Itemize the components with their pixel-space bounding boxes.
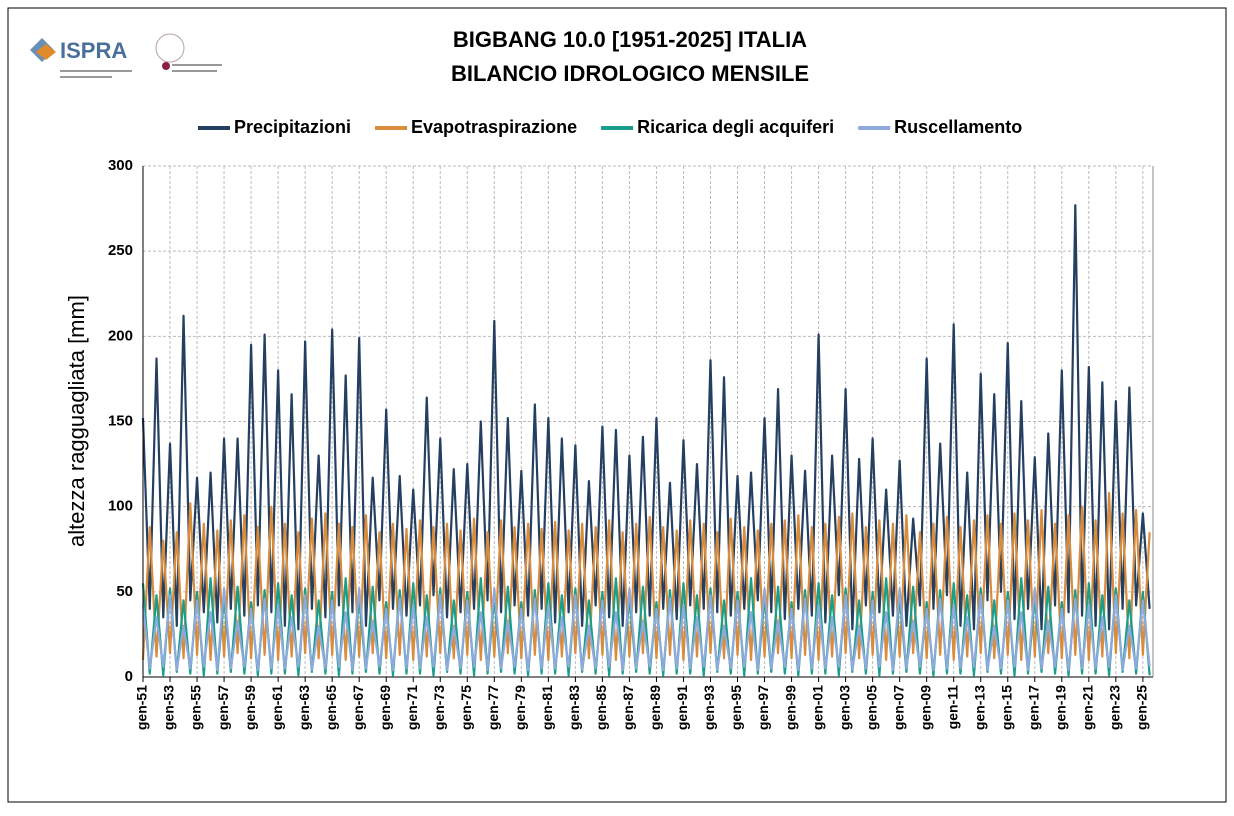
x-tick-label: gen-13 [971, 685, 987, 730]
x-tick-label: gen-55 [188, 685, 204, 730]
legend-label: Ricarica degli acquiferi [637, 117, 834, 137]
legend-label: Ruscellamento [894, 117, 1022, 137]
chart-title: BIGBANG 10.0 [1951-2025] ITALIA [453, 27, 807, 52]
x-tick-label: gen-15 [998, 685, 1014, 730]
x-tick-label: gen-59 [242, 685, 258, 730]
x-tick-label: gen-63 [296, 685, 312, 730]
y-tick-label: 100 [108, 498, 133, 515]
legend-label: Precipitazioni [234, 117, 351, 137]
y-tick-label: 50 [116, 583, 133, 600]
x-tick-label: gen-75 [458, 685, 474, 730]
y-axis-label: altezza ragguagliata [mm] [64, 295, 89, 547]
x-tick-label: gen-09 [917, 685, 933, 730]
y-tick-label: 150 [108, 412, 133, 429]
x-tick-label: gen-17 [1025, 685, 1041, 730]
logo-text: ISPRA [60, 38, 127, 63]
x-tick-label: gen-71 [404, 685, 420, 730]
x-tick-label: gen-01 [809, 685, 825, 730]
x-tick-label: gen-21 [1080, 685, 1096, 730]
x-tick-label: gen-89 [647, 685, 663, 730]
x-tick-label: gen-81 [539, 685, 555, 730]
x-tick-label: gen-93 [701, 685, 717, 730]
x-tick-label: gen-99 [782, 685, 798, 730]
x-tick-label: gen-79 [512, 685, 528, 730]
x-tick-label: gen-03 [836, 685, 852, 730]
x-tick-label: gen-87 [620, 685, 636, 730]
chart-title: BILANCIO IDROLOGICO MENSILE [451, 61, 809, 86]
series-line [141, 491, 1151, 662]
x-tick-label: gen-51 [134, 685, 150, 730]
x-tick-label: gen-61 [269, 685, 285, 730]
x-tick-label: gen-25 [1134, 685, 1150, 730]
y-tick-label: 0 [125, 668, 133, 685]
x-tick-label: gen-53 [161, 685, 177, 730]
x-tick-label: gen-97 [755, 685, 771, 730]
x-tick-label: gen-83 [566, 685, 582, 730]
y-tick-label: 250 [108, 242, 133, 259]
legend-label: Evapotraspirazione [411, 117, 577, 137]
x-tick-label: gen-95 [728, 685, 744, 730]
x-tick-label: gen-11 [944, 685, 960, 730]
x-tick-label: gen-07 [890, 685, 906, 730]
y-tick-label: 200 [108, 327, 133, 344]
x-tick-label: gen-23 [1107, 685, 1123, 730]
x-tick-label: gen-05 [863, 685, 879, 730]
series-line [141, 587, 1151, 672]
x-tick-label: gen-73 [431, 685, 447, 730]
logo-icon [30, 33, 222, 78]
x-tick-label: gen-77 [485, 685, 501, 730]
x-tick-label: gen-57 [215, 685, 231, 730]
series-line [141, 204, 1151, 631]
x-tick-label: gen-67 [350, 685, 366, 730]
y-tick-label: 300 [108, 157, 133, 174]
x-tick-label: gen-91 [674, 685, 690, 730]
x-tick-label: gen-65 [323, 685, 339, 730]
x-tick-label: gen-69 [377, 685, 393, 730]
x-tick-label: gen-85 [593, 685, 609, 730]
x-tick-label: gen-19 [1052, 685, 1068, 730]
